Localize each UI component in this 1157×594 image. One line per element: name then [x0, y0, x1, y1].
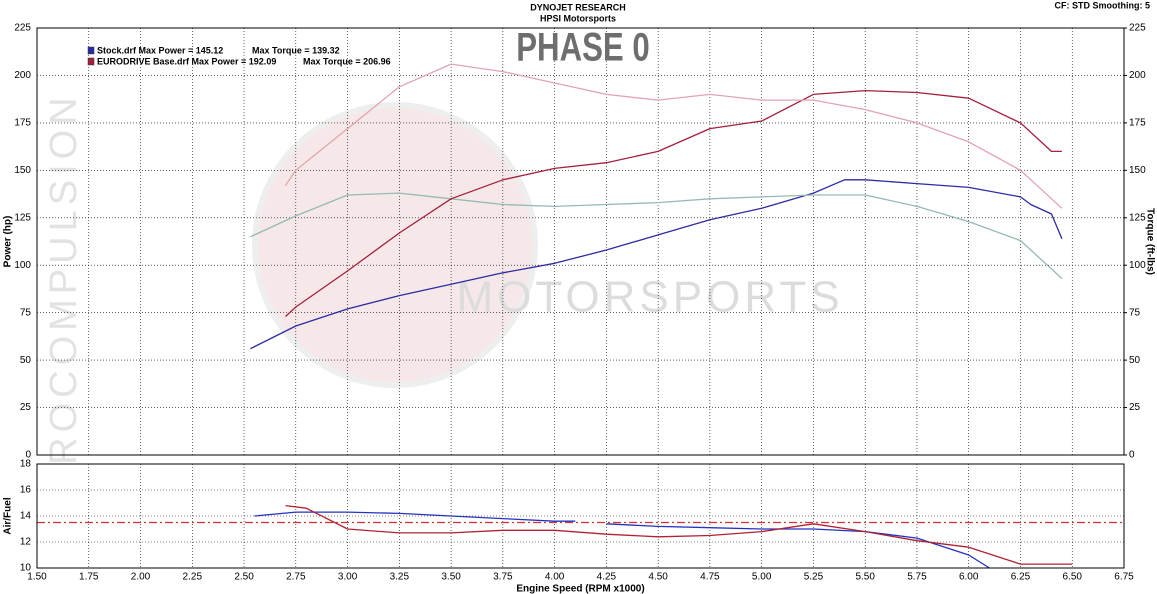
y2-tick-label: 200 [1129, 70, 1146, 81]
legend-entry: Max Torque = 206.96 [303, 56, 391, 66]
series-line [250, 179, 1063, 350]
y-tick-label: 25 [20, 402, 32, 413]
y-tick-label: 18 [20, 459, 32, 470]
x-tick-label: 2.25 [183, 572, 203, 583]
series-line [285, 504, 1073, 565]
x-tick-label: 5.75 [907, 572, 927, 583]
x-tick-label: 2.75 [286, 572, 306, 583]
x-tick-label: 6.50 [1063, 572, 1083, 583]
y-tick-label: 12 [20, 537, 32, 548]
x-tick-label: 1.75 [79, 572, 99, 583]
x-tick-label: 4.00 [545, 572, 565, 583]
series-line [285, 89, 1062, 317]
y2-tick-label: 150 [1129, 165, 1146, 176]
series-line [284, 63, 1063, 209]
y2-tick-label: 100 [1129, 260, 1146, 271]
plot-area [37, 28, 1124, 455]
y2-tick-label: 125 [1129, 212, 1146, 223]
x-tick-label: 4.75 [700, 572, 720, 583]
x-tick-label: 3.50 [441, 572, 461, 583]
y-tick-label: 150 [14, 165, 31, 176]
x-tick-label: 5.50 [855, 572, 875, 583]
phase-label: PHASE 0 [516, 25, 649, 70]
y-tick-label: 100 [14, 260, 31, 271]
y-tick-label: 14 [20, 511, 32, 522]
y2-tick-label: 25 [1129, 402, 1141, 413]
y-tick-label: 50 [20, 355, 32, 366]
x-tick-label: 6.25 [1011, 572, 1031, 583]
settings-note: CF: STD Smoothing: 5 [1055, 0, 1151, 10]
x-tick-label: 5.00 [752, 572, 772, 583]
series-line [250, 192, 1063, 279]
y-tick-label: 125 [14, 212, 31, 223]
y2-axis-title: Torque (ft-lbs) [1144, 208, 1155, 275]
x-tick-label: 3.75 [493, 572, 513, 583]
y-tick-label: 200 [14, 70, 31, 81]
y-tick-label: 225 [14, 23, 31, 34]
legend-swatch [87, 57, 95, 66]
x-tick-label: 3.25 [390, 572, 410, 583]
legend-entry: EURODRIVE Base.drf Max Power = 192.09 [97, 56, 276, 66]
watermark: EUROCOMPULSION [43, 92, 85, 527]
y-tick-label: 75 [20, 307, 32, 318]
x-tick-label: 2.00 [131, 572, 151, 583]
x-tick-label: 6.75 [1114, 572, 1134, 583]
x-tick-label: 4.50 [648, 572, 668, 583]
x-tick-label: 3.00 [338, 572, 358, 583]
y-axis-title: Air/Fuel [3, 497, 14, 534]
legend-entry: Stock.drf Max Power = 145.12 [97, 45, 223, 55]
x-tick-label: 2.50 [234, 572, 254, 583]
y-tick-label: 16 [20, 485, 32, 496]
x-tick-label: 6.00 [959, 572, 979, 583]
y2-tick-label: 0 [1129, 450, 1135, 461]
y-axis-title: Power (hp) [3, 216, 14, 268]
y2-tick-label: 225 [1129, 23, 1146, 34]
series-line [254, 511, 990, 569]
x-axis-title: Engine Speed (RPM x1000) [516, 584, 644, 594]
plot-border [36, 27, 1125, 456]
chart-title: DYNOJET RESEARCH [530, 2, 626, 12]
y2-tick-label: 50 [1129, 355, 1141, 366]
y2-tick-label: 75 [1129, 307, 1141, 318]
plot-border [36, 463, 1125, 569]
x-tick-label: 5.25 [804, 572, 824, 583]
y2-tick-label: 175 [1129, 118, 1146, 129]
legend-swatch [87, 46, 95, 55]
legend-entry: Max Torque = 139.32 [252, 45, 340, 55]
chart-subtitle: HPSI Motorsports [540, 13, 616, 23]
y-tick-label: 10 [20, 563, 32, 574]
watermark-logo [252, 102, 538, 388]
x-tick-label: 4.25 [597, 572, 617, 583]
x-tick-label: 1.50 [27, 572, 47, 583]
y-tick-label: 175 [14, 118, 31, 129]
y-tick-label: 0 [25, 450, 31, 461]
watermark: MOTORSPORTS [456, 273, 843, 322]
